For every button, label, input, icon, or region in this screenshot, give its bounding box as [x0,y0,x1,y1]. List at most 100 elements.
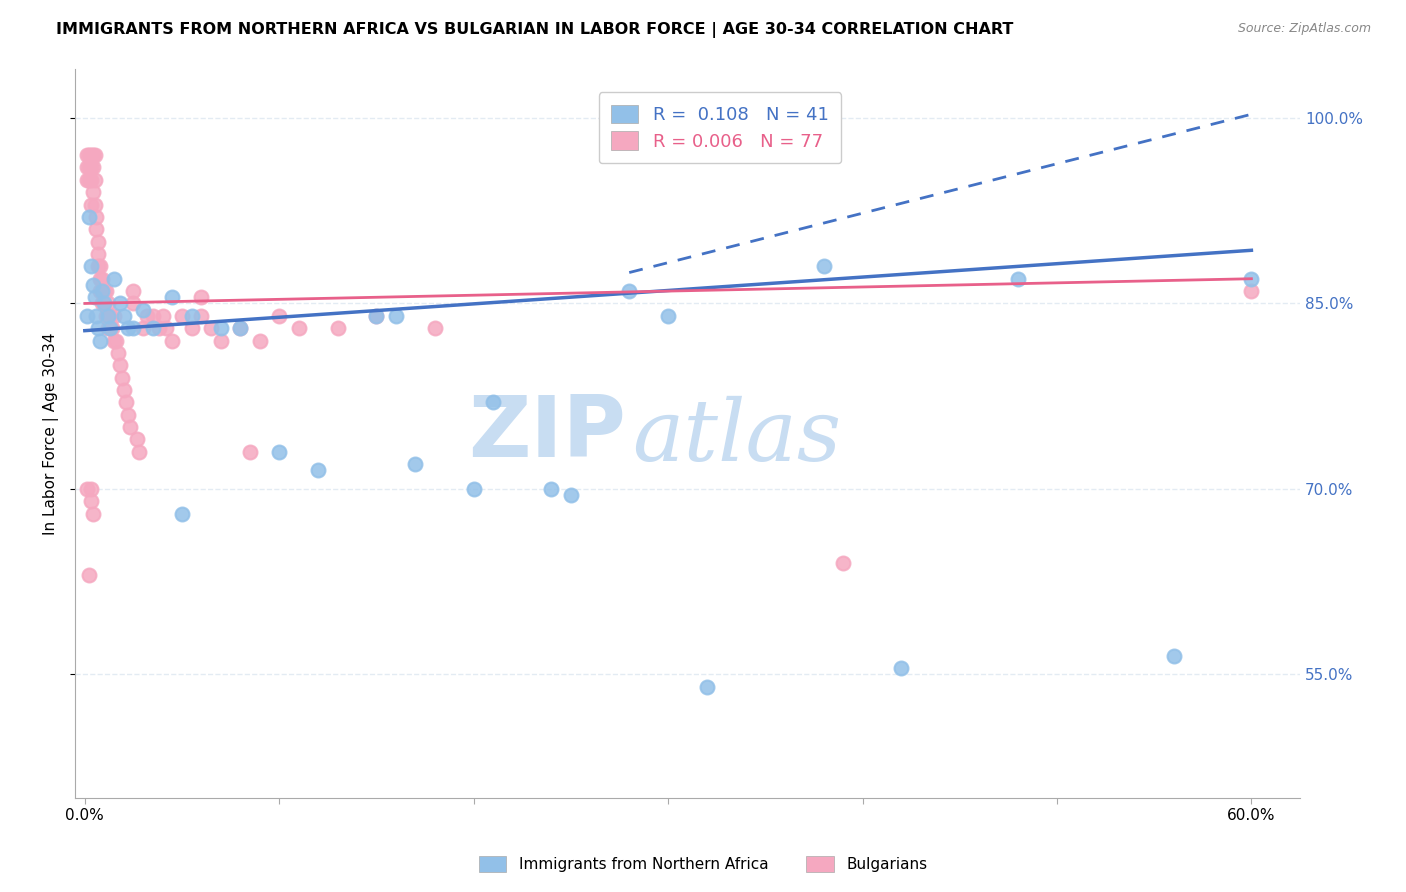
Point [170,309,193,323]
Point [91,284,114,298]
Point [76,173,98,187]
Point [117,321,139,335]
Point [79,482,101,496]
Point [77,148,100,162]
Point [98,309,121,323]
Point [86,309,108,323]
Point [89,334,111,348]
Text: ZIP: ZIP [468,392,626,475]
Point [540,482,562,496]
Point [127,433,149,447]
Point [404,457,426,471]
Point [83,290,105,304]
Point [97,321,120,335]
Point [82,161,104,175]
Point [76,482,98,496]
Point [83,148,105,162]
Point [200,321,222,335]
Point [249,334,271,348]
Point [229,321,252,335]
Point [112,383,135,397]
Point [97,309,120,323]
Point [423,321,446,335]
Point [1163,648,1185,663]
Point [107,346,129,360]
Point [93,296,115,310]
Point [91,271,114,285]
Point [83,173,105,187]
Point [128,445,150,459]
Point [108,359,131,373]
Point [79,260,101,274]
Point [82,507,104,521]
Point [122,284,145,298]
Point [108,296,131,310]
Point [696,680,718,694]
Point [111,370,134,384]
Point [269,445,291,459]
Point [93,296,115,310]
Point [89,284,111,298]
Point [190,309,212,323]
Point [890,661,912,675]
Point [97,296,120,310]
Point [118,420,141,434]
Legend: R =  0.108   N = 41, R = 0.006   N = 77: R = 0.108 N = 41, R = 0.006 N = 77 [599,92,841,163]
Point [813,260,835,274]
Point [98,321,121,335]
Point [162,290,184,304]
Point [114,395,136,409]
Point [190,290,212,304]
Point [366,309,388,323]
Point [239,445,262,459]
Point [132,321,155,335]
Point [101,321,124,335]
Point [96,284,118,298]
Point [136,309,159,323]
Point [1240,271,1263,285]
Point [152,309,174,323]
Point [87,260,110,274]
Point [180,321,202,335]
Point [155,321,177,335]
Point [170,507,193,521]
Point [103,334,125,348]
Legend: Immigrants from Northern Africa, Bulgarians: Immigrants from Northern Africa, Bulgari… [471,848,935,880]
Point [93,284,115,298]
Point [82,185,104,199]
Point [463,482,485,496]
Point [98,321,121,335]
Point [657,309,679,323]
Point [142,309,165,323]
Text: Source: ZipAtlas.com: Source: ZipAtlas.com [1237,22,1371,36]
Point [104,334,127,348]
Point [117,408,139,422]
Point [79,197,101,211]
Point [162,334,184,348]
Point [385,309,408,323]
Point [79,148,101,162]
Point [79,494,101,508]
Point [87,235,110,249]
Point [148,321,170,335]
Point [326,321,349,335]
Point [91,296,114,310]
Point [76,161,98,175]
Point [1240,284,1263,298]
Point [77,210,100,224]
Point [76,309,98,323]
Point [87,321,110,335]
Point [96,309,118,323]
Point [560,488,582,502]
Point [229,321,252,335]
Point [209,334,232,348]
Point [132,302,155,317]
Point [122,296,145,310]
Point [287,321,309,335]
Text: IMMIGRANTS FROM NORTHERN AFRICA VS BULGARIAN IN LABOR FORCE | AGE 30-34 CORRELAT: IMMIGRANTS FROM NORTHERN AFRICA VS BULGA… [56,22,1014,38]
Point [83,197,105,211]
Text: atlas: atlas [633,396,842,478]
Point [112,309,135,323]
Point [366,309,388,323]
Point [269,309,291,323]
